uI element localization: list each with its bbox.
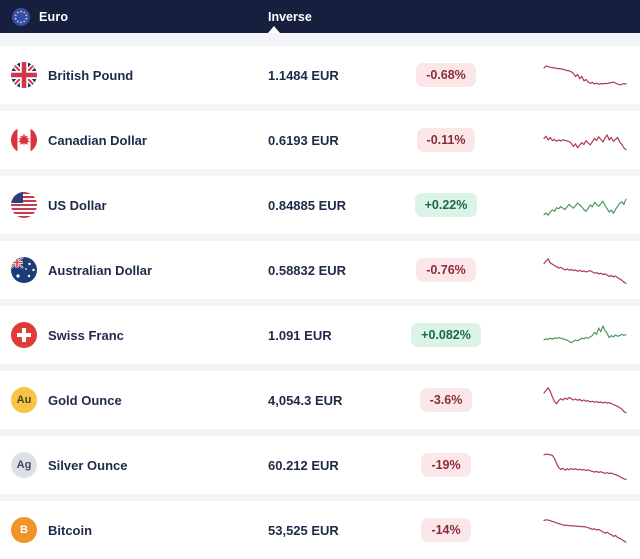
change-badge: +0.082% — [411, 323, 481, 347]
rate-value: 4,054.3 EUR — [268, 392, 343, 408]
change-badge: -0.68% — [416, 63, 476, 87]
inverse-tab[interactable]: Inverse — [268, 9, 312, 24]
rate-value: 60.212 EUR — [268, 457, 339, 473]
change-badge: -3.6% — [419, 388, 473, 412]
sparkline-chart — [543, 56, 640, 94]
currency-row[interactable]: Canadian Dollar 0.6193 EUR -0.11% — [0, 111, 640, 169]
currency-name: Swiss Franc — [48, 327, 124, 343]
base-currency-tab[interactable]: Euro — [39, 9, 69, 24]
au-flag-icon — [11, 257, 37, 283]
currency-row[interactable]: B Bitcoin 53,525 EUR -14% — [0, 501, 640, 559]
us-flag-icon — [11, 192, 37, 218]
change-badge: +0.22% — [414, 193, 478, 217]
rate-value: 53,525 EUR — [268, 522, 339, 538]
bitcoin-coin-glyph: B — [11, 517, 37, 543]
bitcoin-coin-icon: B — [11, 517, 37, 543]
sparkline-chart — [543, 446, 640, 484]
change-badge: -0.76% — [416, 258, 476, 282]
gb-flag-icon — [11, 62, 37, 88]
currency-name: British Pound — [48, 67, 134, 83]
ca-flag-icon — [11, 127, 37, 153]
sparkline-chart — [543, 511, 640, 549]
change-badge: -0.11% — [416, 128, 476, 152]
rate-value: 0.6193 EUR — [268, 132, 339, 148]
currency-name: Gold Ounce — [48, 392, 122, 408]
currency-name: Canadian Dollar — [48, 132, 147, 148]
rate-value: 1.1484 EUR — [268, 67, 339, 83]
currency-row[interactable]: Ag Silver Ounce 60.212 EUR -19% — [0, 436, 640, 494]
rate-value: 0.58832 EUR — [268, 262, 347, 278]
selected-tab-caret-icon — [268, 26, 280, 33]
currency-name: Australian Dollar — [48, 262, 153, 278]
gold-coin-icon: Au — [11, 387, 37, 413]
sparkline-chart — [543, 186, 640, 224]
rates-list: British Pound 1.1484 EUR -0.68% Canadian… — [0, 46, 640, 559]
silver-coin-glyph: Ag — [11, 452, 37, 478]
change-badge: -14% — [421, 518, 471, 542]
currency-row[interactable]: British Pound 1.1484 EUR -0.68% — [0, 46, 640, 104]
rate-value: 0.84885 EUR — [268, 197, 347, 213]
currency-name: US Dollar — [48, 197, 107, 213]
change-badge: -19% — [421, 453, 471, 477]
currency-name: Bitcoin — [48, 522, 93, 538]
sparkline-chart — [543, 251, 640, 289]
sparkline-chart — [543, 381, 640, 419]
currency-row[interactable]: Au Gold Ounce 4,054.3 EUR -3.6% — [0, 371, 640, 429]
widget-header: Euro Inverse — [0, 0, 640, 33]
currency-row[interactable]: US Dollar 0.84885 EUR +0.22% — [0, 176, 640, 234]
ch-flag-icon — [11, 322, 37, 348]
currency-row[interactable]: Australian Dollar 0.58832 EUR -0.76% — [0, 241, 640, 299]
silver-coin-icon: Ag — [11, 452, 37, 478]
gold-coin-glyph: Au — [11, 387, 37, 413]
sparkline-chart — [543, 316, 640, 354]
euro-flag-icon — [12, 7, 30, 26]
currency-name: Silver Ounce — [48, 457, 128, 473]
currency-row[interactable]: Swiss Franc 1.091 EUR +0.082% — [0, 306, 640, 364]
rate-value: 1.091 EUR — [268, 327, 332, 343]
sparkline-chart — [543, 121, 640, 159]
